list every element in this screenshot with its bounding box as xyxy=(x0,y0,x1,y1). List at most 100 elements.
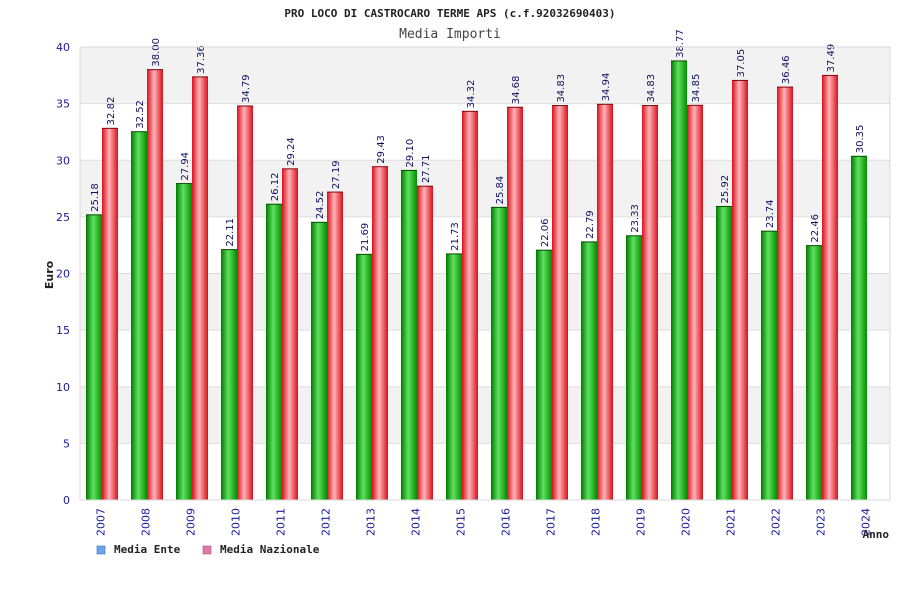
data-label-media-nazionale: 34.83 xyxy=(646,74,657,103)
data-label-media-ente: 30.35 xyxy=(855,125,866,154)
y-tick-label: 30 xyxy=(56,154,70,167)
x-tick-label: 2013 xyxy=(365,508,378,536)
grid-band xyxy=(80,103,890,161)
x-tick-label: 2011 xyxy=(275,508,288,536)
x-tick-label: 2010 xyxy=(230,508,243,536)
data-label-media-nazionale: 34.68 xyxy=(511,76,522,105)
data-label-media-nazionale: 27.71 xyxy=(421,155,432,184)
data-label-media-ente: 22.79 xyxy=(585,210,596,239)
bar-media-ente xyxy=(761,231,777,500)
data-label-media-nazionale: 37.49 xyxy=(826,44,837,73)
bar-media-nazionale xyxy=(372,166,388,500)
x-tick-label: 2008 xyxy=(140,508,153,536)
x-tick-label: 2023 xyxy=(815,508,828,536)
bar-media-nazionale xyxy=(507,107,523,501)
bar-media-nazionale xyxy=(462,111,478,501)
x-tick-label: 2009 xyxy=(185,508,198,536)
legend-swatch-media-nazionale xyxy=(202,545,212,555)
bar-media-nazionale xyxy=(327,192,343,501)
legend-label-media-ente: Media Ente xyxy=(114,543,181,556)
y-axis-label: Euro xyxy=(43,260,56,289)
bar-media-ente xyxy=(176,183,192,500)
data-label-media-ente: 25.92 xyxy=(720,175,731,204)
x-tick-label: 2016 xyxy=(500,508,513,536)
bar-media-nazionale xyxy=(237,106,253,501)
bar-media-nazionale xyxy=(642,105,658,501)
data-label-media-nazionale: 29.43 xyxy=(376,135,387,164)
bar-media-nazionale xyxy=(597,104,613,500)
bar-media-ente xyxy=(581,241,597,500)
bar-media-ente xyxy=(311,222,327,500)
data-label-media-ente: 27.94 xyxy=(180,152,191,181)
data-label-media-nazionale: 34.83 xyxy=(556,74,567,103)
plot-frame xyxy=(79,46,891,501)
bar-media-ente xyxy=(221,249,237,500)
data-label-media-ente: 23.74 xyxy=(765,200,776,229)
x-tick-label: 2020 xyxy=(680,508,693,536)
data-label-media-nazionale: 37.05 xyxy=(736,49,747,78)
x-tick-label: 2019 xyxy=(635,508,648,536)
x-tick-label: 2018 xyxy=(590,508,603,536)
bar-media-ente xyxy=(716,206,732,500)
y-tick-label: 35 xyxy=(56,98,70,111)
bar-media-nazionale xyxy=(192,76,208,500)
bars xyxy=(86,60,867,501)
bar-media-nazionale xyxy=(777,87,793,500)
data-label-media-nazionale: 34.85 xyxy=(691,74,702,103)
bar-media-ente xyxy=(446,253,462,500)
chart-title: PRO LOCO DI CASTROCARO TERME APS (c.f.92… xyxy=(284,7,615,20)
x-tick-label: 2024 xyxy=(860,508,873,536)
data-label-media-nazionale: 37.36 xyxy=(196,45,207,74)
data-label-media-ente: 21.73 xyxy=(450,222,461,251)
bar-media-nazionale xyxy=(147,69,163,501)
bar-media-nazionale xyxy=(732,80,748,500)
legend-swatch-media-ente xyxy=(96,545,106,555)
x-tick-label: 2021 xyxy=(725,508,738,536)
data-label-media-ente: 32.52 xyxy=(135,100,146,129)
bar-media-ente xyxy=(266,204,282,501)
x-tick-label: 2017 xyxy=(545,508,558,536)
data-label-media-nazionale: 34.32 xyxy=(466,80,477,109)
data-label-media-ente: 23.33 xyxy=(630,204,641,233)
data-label-media-ente: 38.77 xyxy=(675,29,686,58)
bar-media-ente xyxy=(806,245,822,500)
data-label-media-nazionale: 36.46 xyxy=(781,55,792,84)
bar-media-nazionale xyxy=(822,75,838,500)
bar-media-nazionale xyxy=(282,168,298,500)
bar-media-ente xyxy=(131,131,147,500)
legend-label-media-nazionale: Media Nazionale xyxy=(220,543,320,556)
data-label-media-nazionale: 29.24 xyxy=(286,137,297,166)
data-label-media-nazionale: 34.94 xyxy=(601,73,612,102)
data-label-media-ente: 22.46 xyxy=(810,214,821,243)
bar-media-ente xyxy=(401,170,417,500)
data-label-media-ente: 25.84 xyxy=(495,176,506,205)
data-label-media-ente: 29.10 xyxy=(405,139,416,168)
bar-media-nazionale xyxy=(687,105,703,500)
grid-band xyxy=(80,47,890,104)
x-axis-ticks: 2007 2008 2009 2010 2011 2012 2013 2014 2015 2016… xyxy=(95,508,873,536)
data-label-media-ente: 24.52 xyxy=(315,191,326,220)
x-axis-label: Anno xyxy=(863,528,890,541)
plot-background-bands xyxy=(80,47,890,500)
y-tick-label: 15 xyxy=(56,324,70,337)
grid-band xyxy=(80,443,890,500)
grid-band xyxy=(80,386,890,444)
data-label-media-nazionale: 34.79 xyxy=(241,74,252,103)
bar-media-ente xyxy=(86,214,102,501)
y-tick-label: 25 xyxy=(56,211,70,224)
y-tick-label: 0 xyxy=(63,494,70,507)
bar-media-nazionale xyxy=(102,128,118,500)
y-tick-label: 20 xyxy=(56,268,70,281)
grid-band xyxy=(80,216,890,274)
data-label-media-ente: 22.06 xyxy=(540,219,551,248)
grid-band xyxy=(80,160,890,217)
grid-band xyxy=(80,330,890,387)
data-label-media-ente: 26.12 xyxy=(270,173,281,202)
chart-subtitle: Media Importi xyxy=(399,27,501,42)
bar-media-ente xyxy=(671,60,687,500)
y-tick-label: 5 xyxy=(63,437,70,450)
grid-band xyxy=(80,273,890,331)
data-label-media-ente: 22.11 xyxy=(225,218,236,247)
y-axis-ticks: 0 5 10 15 20 25 30 35 40 xyxy=(56,41,70,507)
